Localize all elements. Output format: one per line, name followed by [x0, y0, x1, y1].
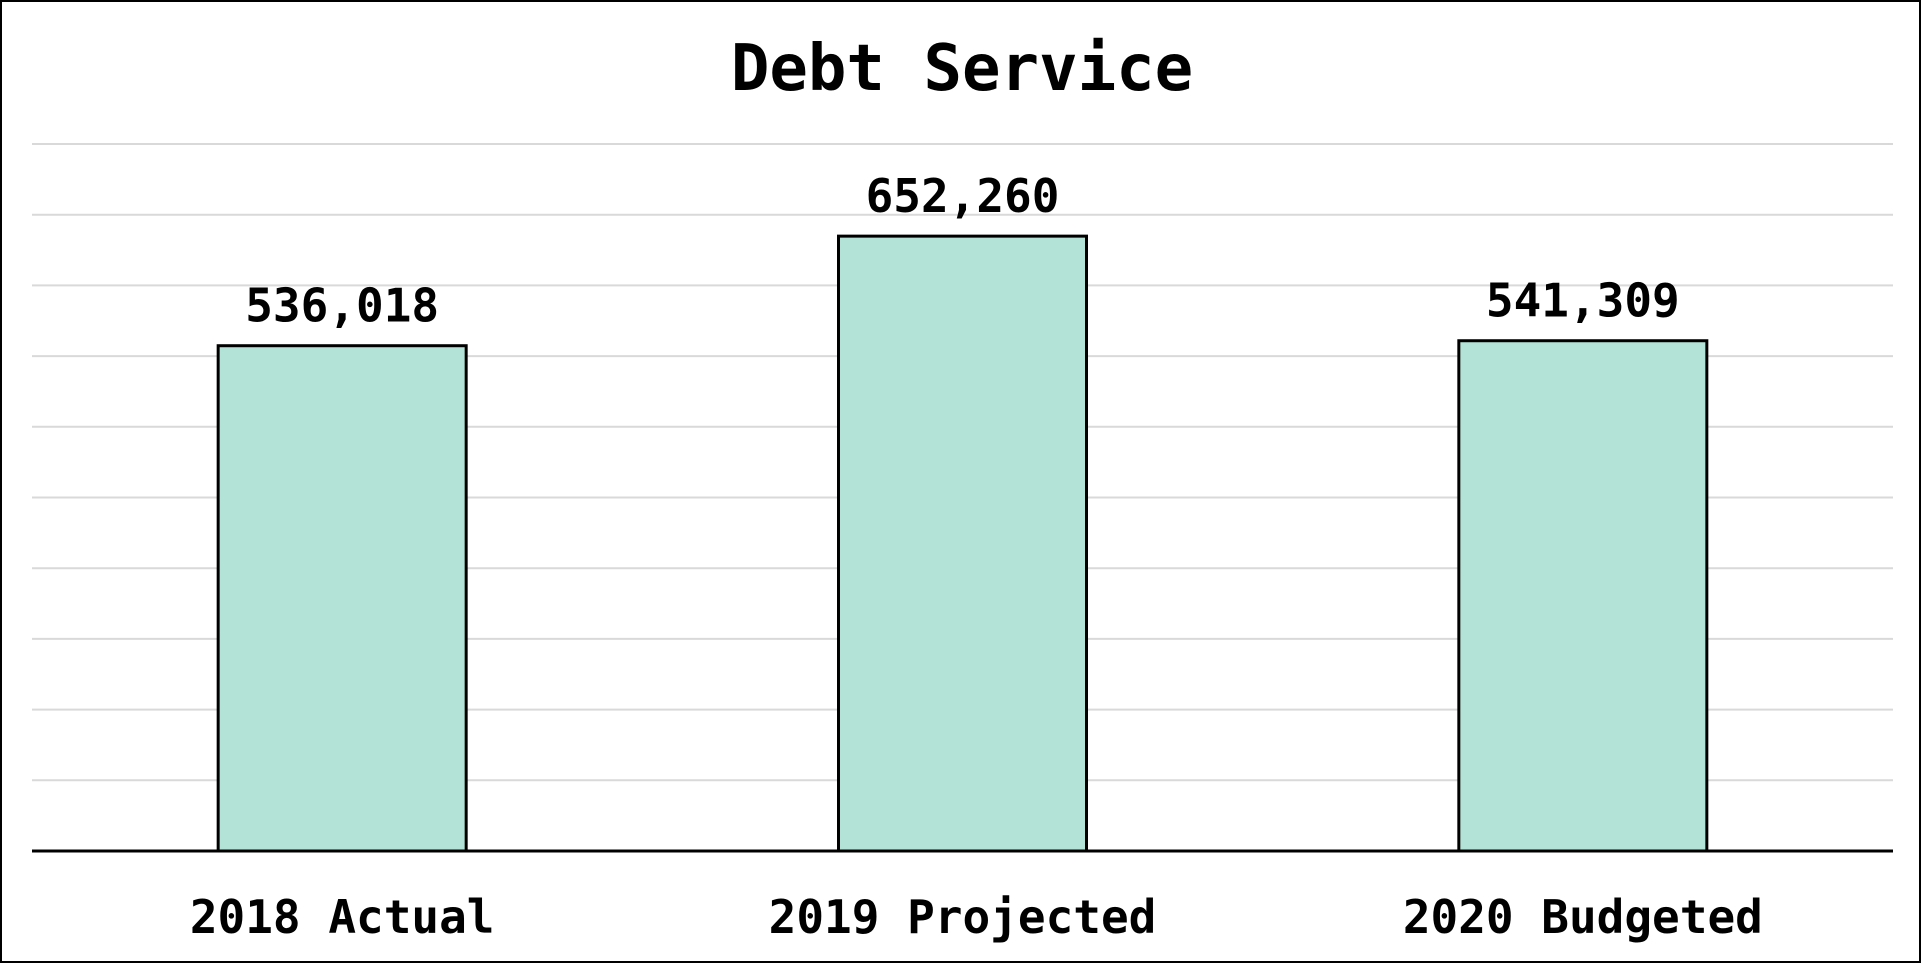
x-tick-label-2: 2019 Projected: [769, 890, 1157, 944]
data-label-2: 652,260: [866, 169, 1060, 223]
bar-2: [839, 236, 1087, 851]
x-tick-labels: 2018 Actual 2019 Projected 2020 Budgeted: [190, 890, 1763, 944]
bar-1: [218, 346, 466, 851]
data-label-1: 536,018: [245, 279, 439, 333]
x-tick-label-1: 2018 Actual: [190, 890, 495, 944]
x-tick-label-3: 2020 Budgeted: [1403, 890, 1763, 944]
bar-3: [1459, 341, 1707, 851]
data-label-3: 541,309: [1486, 274, 1680, 328]
bars: [218, 236, 1707, 851]
chart-title: Debt Service: [731, 32, 1193, 106]
